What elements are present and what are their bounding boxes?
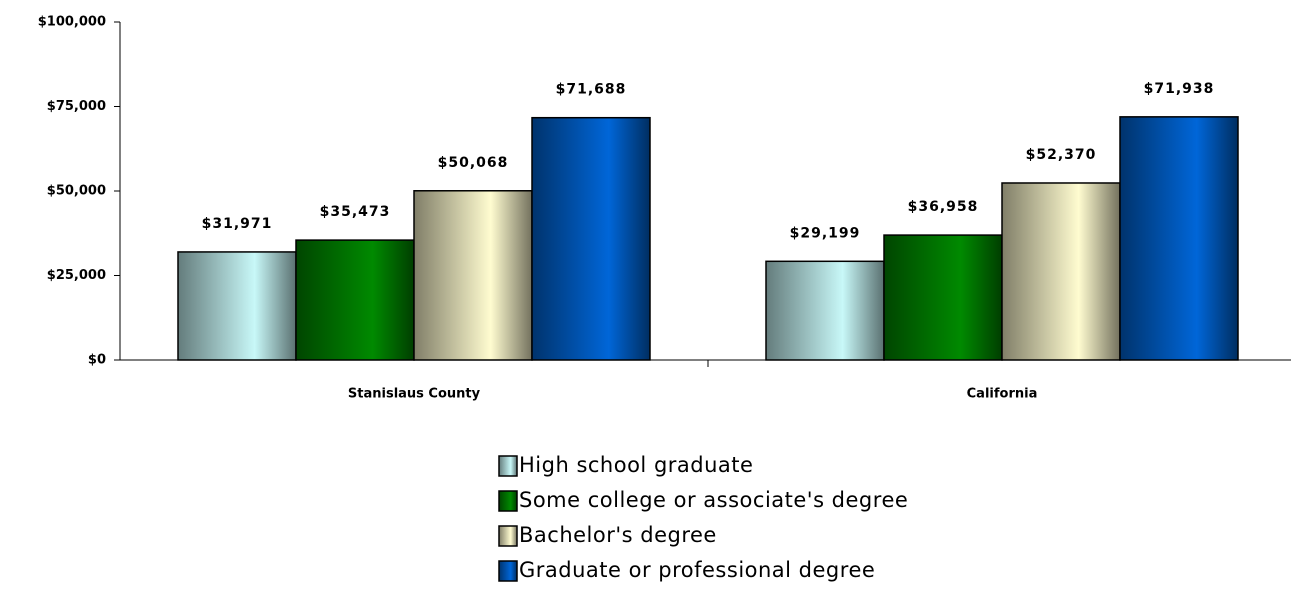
y-tick-label: $0	[88, 353, 106, 368]
value-label: $50,068	[438, 155, 509, 171]
y-tick-label: $50,000	[47, 184, 106, 199]
bar	[177, 251, 297, 361]
bar	[531, 116, 651, 361]
legend-label: High school graduate	[519, 453, 753, 477]
bar	[883, 234, 1003, 361]
legend-swatch	[498, 525, 518, 547]
value-label: $36,958	[908, 199, 979, 215]
legend-label: Bachelor's degree	[519, 523, 717, 547]
y-tick-label: $25,000	[47, 268, 106, 283]
value-label: $71,688	[556, 82, 627, 98]
y-tick-label: $75,000	[47, 99, 106, 114]
legend-label: Graduate or professional degree	[519, 558, 875, 582]
y-tick-label: $100,000	[38, 15, 106, 30]
bar	[413, 190, 533, 361]
value-label: $71,938	[1144, 81, 1215, 97]
bar	[1119, 116, 1239, 361]
bar	[1001, 182, 1121, 361]
value-label: $31,971	[202, 216, 273, 232]
x-tick-label: California	[967, 387, 1038, 402]
legend-swatch	[498, 560, 518, 582]
value-label: $29,199	[790, 225, 861, 241]
value-label: $35,473	[320, 204, 391, 220]
bar	[295, 239, 415, 361]
value-label: $52,370	[1026, 147, 1097, 163]
bar	[765, 260, 885, 361]
x-tick-label: Stanislaus County	[348, 387, 481, 402]
legend-swatch	[498, 455, 518, 477]
legend-label: Some college or associate's degree	[519, 488, 908, 512]
legend-swatch	[498, 490, 518, 512]
